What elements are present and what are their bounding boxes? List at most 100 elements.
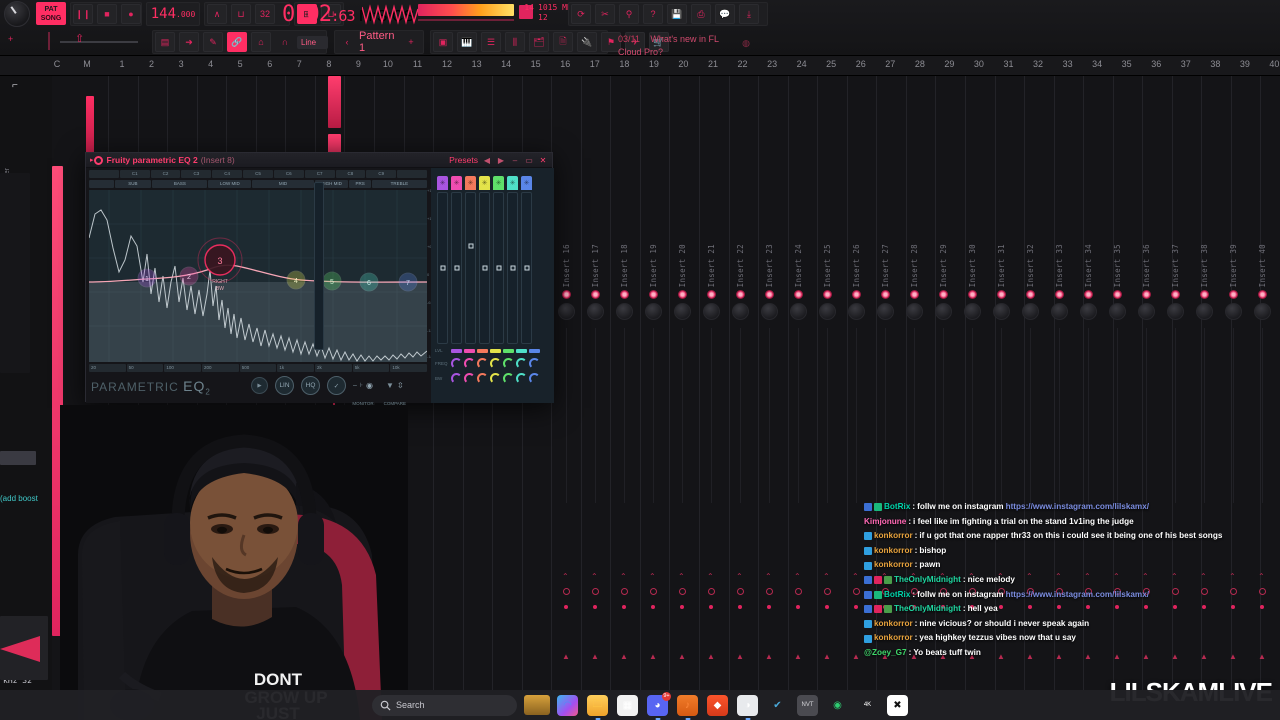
- mixer-pan-knob[interactable]: [993, 303, 1010, 320]
- eq-band-cap-icon[interactable]: ✳: [507, 176, 518, 190]
- slip-edit-icon[interactable]: 🔗: [227, 32, 247, 52]
- mixer-up-arrow-icon[interactable]: ▲: [649, 652, 657, 661]
- mixer-up-arrow-icon[interactable]: ▲: [823, 652, 831, 661]
- eq-band-slider[interactable]: ✳: [479, 176, 490, 344]
- mixer-fader[interactable]: [1001, 328, 1002, 503]
- mixer-track[interactable]: Insert 30 ⌃ ▲: [959, 240, 986, 670]
- pattern-song-toggle[interactable]: PAT SONG: [36, 2, 66, 25]
- eq-band-region[interactable]: MID: [252, 180, 314, 188]
- ruler-bar-number[interactable]: 28: [914, 59, 925, 69]
- mixer-route-point[interactable]: [912, 605, 916, 609]
- chat-username[interactable]: TheOnlyMidnight: [894, 574, 961, 584]
- mixer-route-point[interactable]: [854, 605, 858, 609]
- playlist-clip[interactable]: [86, 96, 94, 154]
- eq-gain-track[interactable]: [451, 192, 462, 344]
- mixer-route-dot[interactable]: [1230, 588, 1237, 595]
- taskbar-file-explorer-icon[interactable]: 🗀: [587, 694, 608, 720]
- mixer-pan-knob[interactable]: [558, 303, 575, 320]
- gear-icon[interactable]: [93, 155, 103, 165]
- monitor-mid-icon[interactable]: ⊦: [359, 383, 364, 389]
- check-button[interactable]: ✓: [327, 376, 346, 395]
- ruler-bar-number[interactable]: 9: [355, 59, 361, 69]
- chat-link[interactable]: https://www.instagram.com/lilskamx/: [1005, 589, 1150, 599]
- eq-gain-handle[interactable]: [510, 265, 515, 271]
- mixer-track[interactable]: Insert 38 ⌃ ▲: [1191, 240, 1218, 670]
- eq-freq-knob[interactable]: [503, 358, 514, 369]
- mixer-track[interactable]: Insert 26 ⌃ ▲: [843, 240, 870, 670]
- pitch-handle-icon[interactable]: ⇧: [75, 33, 85, 45]
- mixer-pan-knob[interactable]: [1080, 303, 1097, 320]
- eq-freq-knob[interactable]: [477, 358, 488, 369]
- plugin-menu-arrow-icon[interactable]: ▸: [90, 157, 94, 164]
- mixer-pan-knob[interactable]: [1022, 303, 1039, 320]
- mixer-route-dot[interactable]: [1085, 588, 1092, 595]
- taskbar-chrome-icon[interactable]: ◑: [737, 694, 758, 720]
- mixer-send-arrow-icon[interactable]: ⌃: [620, 572, 627, 581]
- eq-bw-knob[interactable]: [490, 373, 501, 384]
- mixer-route-point[interactable]: [1173, 605, 1177, 609]
- save-icon[interactable]: 💾: [667, 4, 687, 24]
- mixer-track-led[interactable]: [678, 290, 687, 299]
- playlist-window-icon[interactable]: ☰: [481, 32, 501, 52]
- eq-gain-track[interactable]: [507, 192, 518, 344]
- mixer-track-led[interactable]: [562, 290, 571, 299]
- mixer-fader[interactable]: [1175, 328, 1176, 503]
- taskbar-brave-browser-icon[interactable]: ◆: [707, 694, 728, 716]
- monitor-dot-icon[interactable]: ◉: [366, 381, 374, 390]
- mixer-up-arrow-icon[interactable]: ▲: [620, 652, 628, 661]
- mixer-fader[interactable]: [1204, 328, 1205, 503]
- mixer-route-dot[interactable]: [1201, 588, 1208, 595]
- mixer-fader[interactable]: [653, 328, 654, 503]
- blend-notes-icon[interactable]: ⊔: [321, 4, 341, 24]
- ruler-bar-number[interactable]: 21: [707, 59, 719, 69]
- ruler-bar-number[interactable]: 19: [648, 59, 659, 69]
- mixer-pan-knob[interactable]: [674, 303, 691, 320]
- taskbar-microsoft-store-icon[interactable]: ▦: [617, 694, 638, 716]
- chat-username[interactable]: Kimjonune: [864, 516, 907, 526]
- mixer-route-dot[interactable]: [679, 588, 686, 595]
- mixer-pan-knob[interactable]: [616, 303, 633, 320]
- mixer-up-arrow-icon[interactable]: ▲: [910, 652, 918, 661]
- taskbar-4k-downloader-icon[interactable]: 4K: [857, 695, 878, 716]
- eq-gain-track[interactable]: [465, 192, 476, 344]
- mixer-route-dot[interactable]: [853, 588, 860, 595]
- mixer-route-dot[interactable]: [998, 588, 1005, 595]
- mixer-pan-knob[interactable]: [1109, 303, 1126, 320]
- ruler-bar-number[interactable]: 18: [619, 59, 630, 69]
- mixer-up-arrow-icon[interactable]: ▲: [707, 652, 715, 661]
- mixer-route-point[interactable]: [999, 605, 1003, 609]
- browser-arrow-icon[interactable]: ⌐: [12, 80, 18, 91]
- mixer-up-arrow-icon[interactable]: ▲: [591, 652, 599, 661]
- mixer-up-arrow-icon[interactable]: ▲: [939, 652, 947, 661]
- monitor-minus-icon[interactable]: –: [353, 382, 357, 389]
- mixer-track[interactable]: Insert 34 ⌃ ▲: [1075, 240, 1102, 670]
- mixer-fader[interactable]: [769, 328, 770, 503]
- mixer-track-led[interactable]: [1026, 290, 1035, 299]
- mixer-pan-knob[interactable]: [703, 303, 720, 320]
- ruler-bar-number[interactable]: 36: [1151, 59, 1162, 69]
- ruler-bar-number[interactable]: 14: [501, 59, 512, 69]
- mixer-route-point[interactable]: [622, 605, 626, 609]
- mixer-up-arrow-icon[interactable]: ▲: [997, 652, 1005, 661]
- ruler-bar-number[interactable]: 32: [1033, 59, 1044, 69]
- mixer-track[interactable]: Insert 17 ⌃ ▲: [582, 240, 609, 670]
- eq-bw-knob[interactable]: [516, 373, 527, 384]
- mixer-send-arrow-icon[interactable]: ⌃: [1171, 572, 1178, 581]
- search-input[interactable]: Search: [372, 694, 517, 716]
- mixer-pan-knob[interactable]: [1167, 303, 1184, 320]
- record-button[interactable]: ●: [121, 4, 141, 24]
- mixer-route-dot[interactable]: [563, 588, 570, 595]
- mixer-fader[interactable]: [1233, 328, 1234, 503]
- mixer-route-dot[interactable]: [1114, 588, 1121, 595]
- mixer-track-led[interactable]: [823, 290, 832, 299]
- eq-band-slider[interactable]: ✳: [507, 176, 518, 344]
- pitch-slider[interactable]: [60, 41, 138, 43]
- mixer-track-led[interactable]: [591, 290, 600, 299]
- mixer-pan-knob[interactable]: [790, 303, 807, 320]
- microphone-icon[interactable]: ⚲: [619, 4, 639, 24]
- mixer-track[interactable]: Insert 23 ⌃ ▲: [756, 240, 783, 670]
- ruler-bar-number[interactable]: 16: [560, 59, 571, 69]
- eq-gain-track[interactable]: [479, 192, 490, 344]
- mixer-send-arrow-icon[interactable]: ⌃: [1084, 572, 1091, 581]
- mixer-track-led[interactable]: [620, 290, 629, 299]
